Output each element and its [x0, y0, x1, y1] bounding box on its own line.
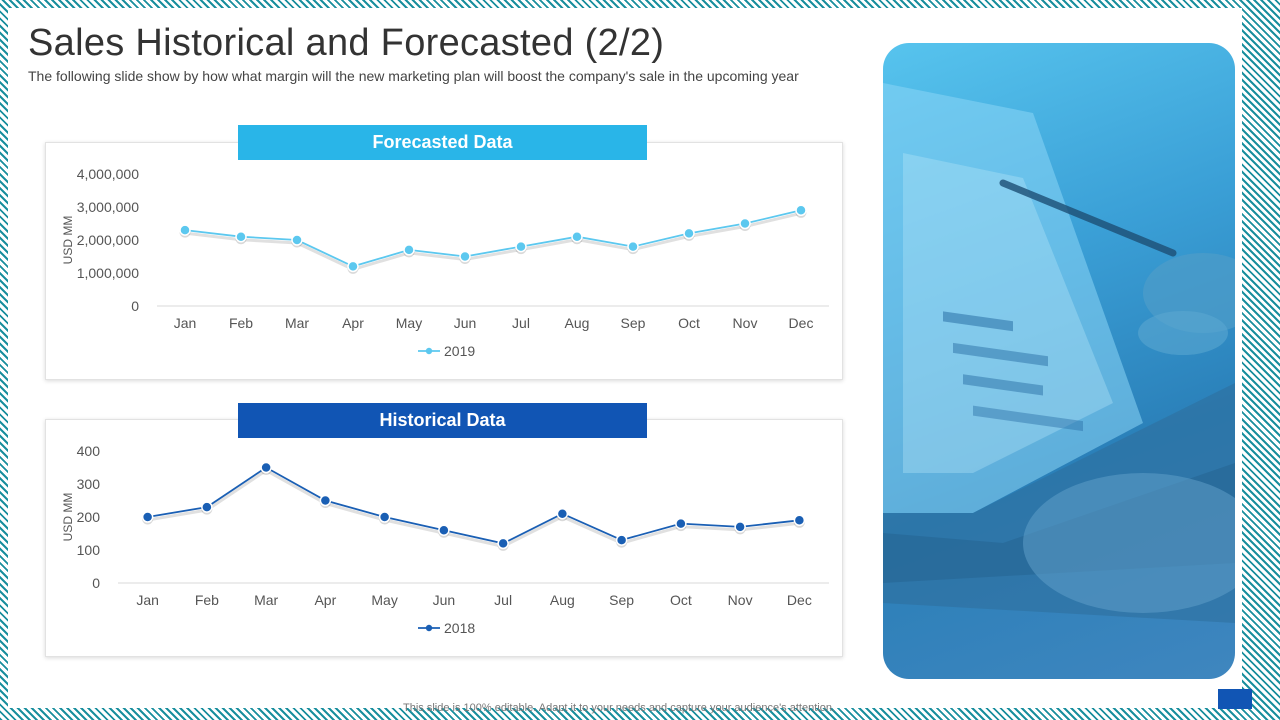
- x-tick-label: Aug: [565, 315, 590, 331]
- corner-accent-box: [1218, 689, 1252, 709]
- x-tick-label: Jan: [174, 315, 197, 331]
- y-tick-label: 100: [77, 542, 101, 558]
- x-tick-label: May: [396, 315, 422, 331]
- data-point: [459, 250, 471, 263]
- y-tick-label: 300: [77, 476, 101, 492]
- x-tick-label: Jul: [494, 592, 512, 608]
- y-tick-label: 0: [131, 298, 139, 314]
- data-point: [795, 204, 807, 217]
- series-line: [184, 209, 802, 268]
- data-point: [556, 507, 569, 520]
- x-tick-label: Oct: [678, 315, 700, 331]
- x-tick-label: Nov: [728, 592, 753, 608]
- data-point: [571, 230, 583, 243]
- y-axis-title: USD MM: [61, 493, 75, 542]
- data-point: [201, 501, 213, 513]
- x-tick-label: Nov: [733, 315, 758, 331]
- data-point: [438, 524, 450, 536]
- data-point: [675, 517, 687, 530]
- x-tick-label: Jun: [433, 592, 456, 608]
- historical-chart-title: Historical Data: [238, 403, 647, 438]
- data-point: [260, 461, 272, 474]
- data-point: [179, 224, 191, 236]
- slide: Sales Historical and Forecasted (2/2) Th…: [8, 8, 1242, 714]
- x-tick-label: Sep: [609, 592, 634, 608]
- series-line-shadow: [184, 211, 802, 272]
- forecast-chart-panel: 0 1,000,000 2,000,000 3,000,000 4,000,000 USD…: [45, 142, 843, 380]
- data-point: [515, 240, 527, 253]
- data-point: [615, 534, 628, 546]
- x-tick-label: Jul: [512, 315, 530, 331]
- laptop-with-pen-photo: [883, 43, 1235, 679]
- data-point: [739, 217, 751, 230]
- historical-chart-panel: 0 100 200 300 400 USD MM Jan Feb Mar Apr May Jun Jul…: [45, 419, 843, 657]
- photo-illustration: [883, 83, 1235, 623]
- data-point: [734, 521, 746, 533]
- y-tick-label: 200: [77, 509, 101, 525]
- data-point: [141, 511, 154, 523]
- data-point: [683, 227, 695, 240]
- y-axis-title: USD MM: [61, 216, 75, 265]
- page-subtitle: The following slide show by how what mar…: [28, 68, 799, 84]
- data-point: [627, 240, 639, 253]
- data-point: [793, 514, 806, 527]
- legend-label: 2018: [444, 620, 475, 636]
- x-tick-label: Jan: [136, 592, 159, 608]
- page-title: Sales Historical and Forecasted (2/2): [28, 22, 665, 64]
- series-line: [147, 466, 800, 545]
- data-point: [291, 234, 303, 246]
- editable-note: This slide is 100% editable. Adapt it to…: [403, 702, 835, 714]
- x-tick-label: Mar: [254, 592, 278, 608]
- data-point: [403, 244, 415, 256]
- x-tick-label: Mar: [285, 315, 309, 331]
- data-point: [319, 494, 332, 507]
- y-tick-label: 1,000,000: [77, 265, 139, 281]
- y-tick-label: 0: [92, 575, 100, 591]
- x-tick-label: Dec: [789, 315, 814, 331]
- y-tick-label: 3,000,000: [77, 199, 139, 215]
- historical-line-chart: 0 100 200 300 400 USD MM Jan Feb Mar Apr May Jun Jul…: [61, 443, 829, 636]
- forecast-line-chart: 0 1,000,000 2,000,000 3,000,000 4,000,000 USD…: [61, 166, 829, 359]
- data-point: [378, 511, 391, 523]
- x-tick-label: Feb: [195, 592, 219, 608]
- legend-label: 2019: [444, 343, 475, 359]
- x-tick-label: May: [371, 592, 397, 608]
- legend-marker: [425, 347, 433, 355]
- x-tick-label: Dec: [787, 592, 812, 608]
- legend-marker: [425, 624, 433, 632]
- x-tick-label: Oct: [670, 592, 692, 608]
- x-tick-label: Sep: [621, 315, 646, 331]
- y-tick-label: 400: [77, 443, 101, 459]
- forecast-chart-title: Forecasted Data: [238, 125, 647, 160]
- x-tick-label: Apr: [314, 592, 336, 608]
- data-point: [235, 230, 247, 243]
- series-line-shadow: [147, 468, 800, 548]
- data-point: [497, 537, 509, 550]
- data-point: [347, 260, 359, 273]
- y-tick-label: 2,000,000: [77, 232, 139, 248]
- x-tick-label: Apr: [342, 315, 364, 331]
- x-tick-label: Feb: [229, 315, 253, 331]
- x-tick-label: Aug: [550, 592, 575, 608]
- x-tick-label: Jun: [454, 315, 477, 331]
- y-tick-label: 4,000,000: [77, 166, 139, 182]
